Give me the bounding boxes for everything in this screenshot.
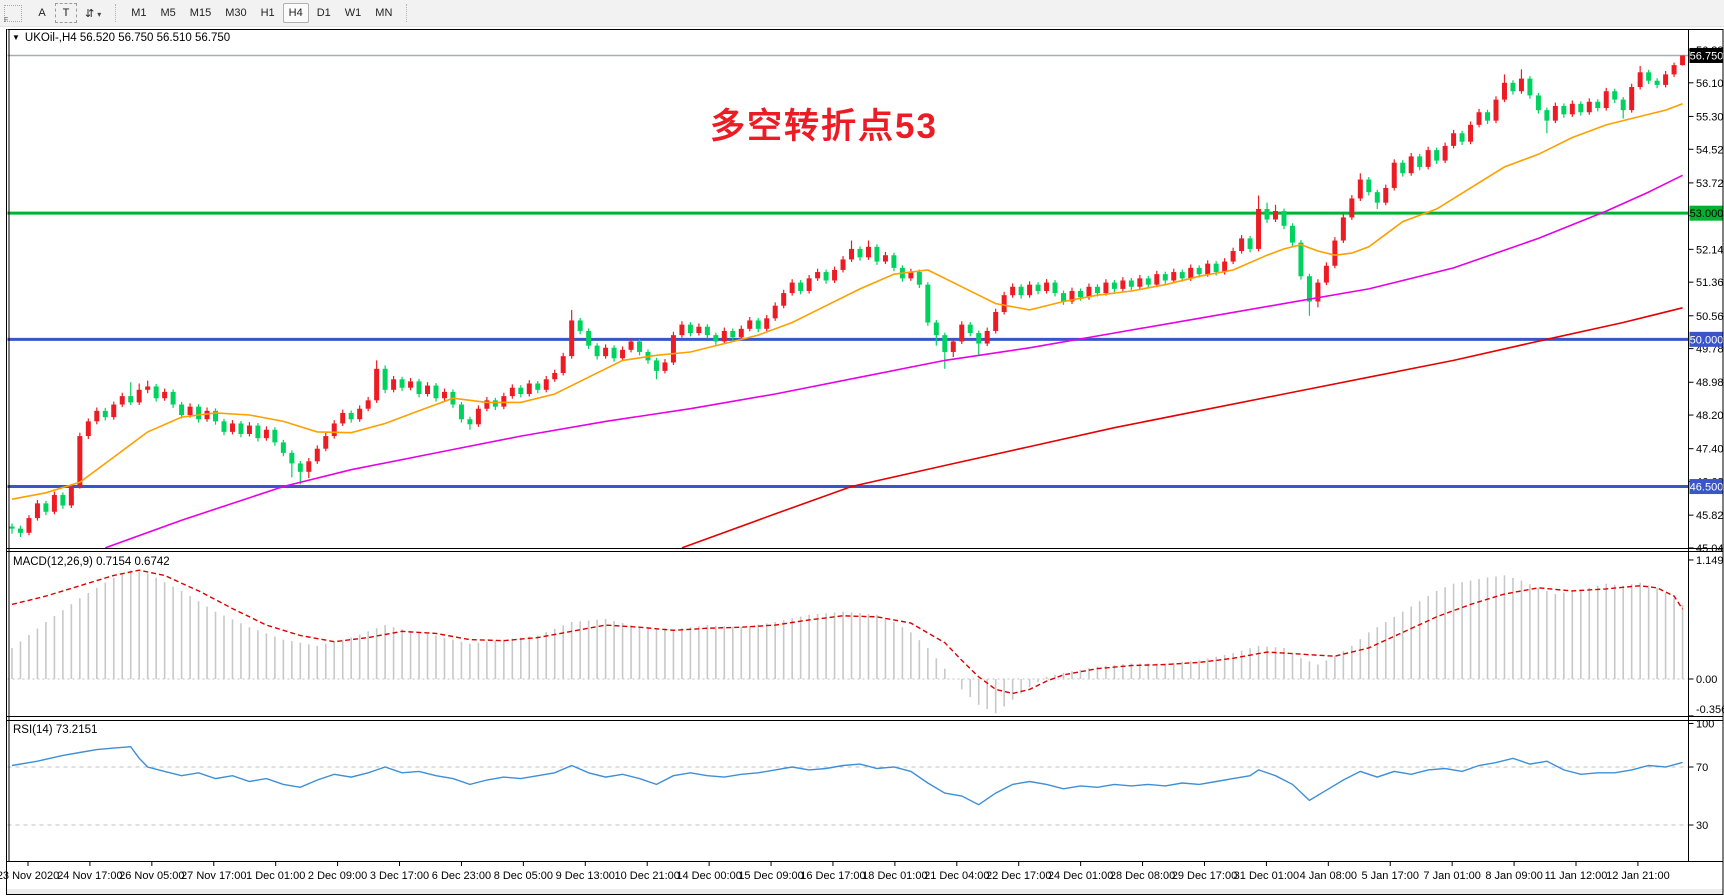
svg-text:9 Dec 13:00: 9 Dec 13:00	[556, 870, 615, 882]
font-tool-button[interactable]: A	[31, 3, 53, 23]
dropdown-caret-icon: ▾	[97, 9, 102, 19]
toolbar-dock-handle[interactable]: F	[4, 4, 22, 24]
svg-text:3 Dec 17:00: 3 Dec 17:00	[370, 870, 429, 882]
svg-text:53.000: 53.000	[1690, 208, 1724, 220]
svg-text:5 Jan 17:00: 5 Jan 17:00	[1361, 870, 1419, 882]
svg-text:8 Jan 09:00: 8 Jan 09:00	[1485, 870, 1543, 882]
svg-text:14 Dec 00:00: 14 Dec 00:00	[676, 870, 741, 882]
svg-text:29 Dec 17:00: 29 Dec 17:00	[1172, 870, 1237, 882]
toolbar-separator	[406, 4, 408, 22]
arrange-tool-button[interactable]: ⇵ ▾	[79, 3, 107, 23]
svg-text:6 Dec 23:00: 6 Dec 23:00	[432, 870, 491, 882]
svg-text:54.520: 54.520	[1696, 144, 1724, 156]
svg-text:48.980: 48.980	[1696, 377, 1724, 389]
timeframe-bar: M1 M5 M15 M30 H1 H4 D1 W1 MN	[124, 3, 399, 23]
chart-title-text: UKOil-,H4 56.520 56.750 56.510 56.750	[24, 32, 231, 44]
svg-text:-0.3563: -0.3563	[1696, 704, 1724, 716]
svg-text:27 Nov 17:00: 27 Nov 17:00	[181, 870, 246, 882]
timeframe-button-mn[interactable]: MN	[369, 3, 398, 23]
svg-text:4 Jan 08:00: 4 Jan 08:00	[1300, 870, 1358, 882]
svg-text:26 Nov 05:00: 26 Nov 05:00	[119, 870, 184, 882]
svg-text:15 Dec 09:00: 15 Dec 09:00	[738, 870, 803, 882]
svg-text:1 Dec 01:00: 1 Dec 01:00	[246, 870, 305, 882]
svg-text:51.360: 51.360	[1696, 277, 1724, 289]
timeframe-button-w1[interactable]: W1	[339, 3, 368, 23]
timeframe-button-m1[interactable]: M1	[125, 3, 152, 23]
svg-text:21 Dec 04:00: 21 Dec 04:00	[924, 870, 989, 882]
svg-text:8 Dec 05:00: 8 Dec 05:00	[494, 870, 553, 882]
timeframe-button-m30[interactable]: M30	[219, 3, 252, 23]
svg-text:0.00: 0.00	[1696, 674, 1717, 686]
dock-label: F	[4, 16, 9, 24]
svg-text:100: 100	[1696, 719, 1714, 731]
svg-text:18 Dec 01:00: 18 Dec 01:00	[862, 870, 927, 882]
svg-text:46.500: 46.500	[1690, 482, 1724, 494]
macd-indicator-label: MACD(12,26,9) 0.7154 0.6742	[13, 556, 170, 568]
svg-text:50.560: 50.560	[1696, 311, 1724, 323]
svg-text:70: 70	[1696, 762, 1708, 774]
svg-text:2 Dec 09:00: 2 Dec 09:00	[308, 870, 367, 882]
svg-text:7 Jan 01:00: 7 Jan 01:00	[1423, 870, 1481, 882]
svg-text:53.720: 53.720	[1696, 178, 1724, 190]
top-toolbar: F A T ⇵ ▾ M1 M5 M15 M30 H1 H4 D1 W1 MN	[0, 0, 1724, 27]
sort-arrows-icon: ⇵	[85, 7, 95, 20]
svg-text:24 Dec 01:00: 24 Dec 01:00	[1048, 870, 1113, 882]
toolbar-separator	[115, 4, 117, 22]
rsi-indicator-label: RSI(14) 73.2151	[13, 724, 98, 736]
chart-annotation: 多空转折点53	[710, 107, 938, 146]
svg-text:1.149: 1.149	[1696, 555, 1724, 567]
svg-text:12 Jan 21:00: 12 Jan 21:00	[1606, 870, 1670, 882]
svg-text:48.200: 48.200	[1696, 410, 1724, 422]
timeframe-button-m15[interactable]: M15	[184, 3, 217, 23]
svg-text:28 Dec 08:00: 28 Dec 08:00	[1110, 870, 1175, 882]
text-tool-button[interactable]: T	[55, 3, 77, 23]
svg-text:56.100: 56.100	[1696, 78, 1724, 90]
svg-text:31 Dec 01:00: 31 Dec 01:00	[1234, 870, 1299, 882]
svg-text:30: 30	[1696, 820, 1708, 832]
svg-text:16 Dec 17:00: 16 Dec 17:00	[800, 870, 865, 882]
timeframe-button-h4[interactable]: H4	[282, 3, 309, 23]
timeframe-button-d1[interactable]: D1	[311, 3, 337, 23]
timeframe-button-h1[interactable]: H1	[255, 3, 281, 23]
svg-text:52.140: 52.140	[1696, 244, 1724, 256]
chart-title: ▼ UKOil-,H4 56.520 56.750 56.510 56.750	[12, 32, 230, 44]
svg-text:55.300: 55.300	[1696, 111, 1724, 123]
timeframe-button-m5[interactable]: M5	[155, 3, 182, 23]
svg-text:47.400: 47.400	[1696, 444, 1724, 456]
svg-text:23 Nov 2020: 23 Nov 2020	[0, 870, 59, 882]
svg-text:45.820: 45.820	[1696, 510, 1724, 522]
svg-text:50.000: 50.000	[1690, 334, 1724, 346]
svg-text:11 Jan 12:00: 11 Jan 12:00	[1545, 870, 1608, 882]
svg-text:22 Dec 17:00: 22 Dec 17:00	[986, 870, 1051, 882]
svg-text:24 Nov 17:00: 24 Nov 17:00	[57, 870, 122, 882]
collapse-triangle-icon[interactable]: ▼	[12, 33, 20, 42]
svg-text:56.750: 56.750	[1690, 50, 1724, 62]
svg-text:10 Dec 21:00: 10 Dec 21:00	[614, 870, 679, 882]
